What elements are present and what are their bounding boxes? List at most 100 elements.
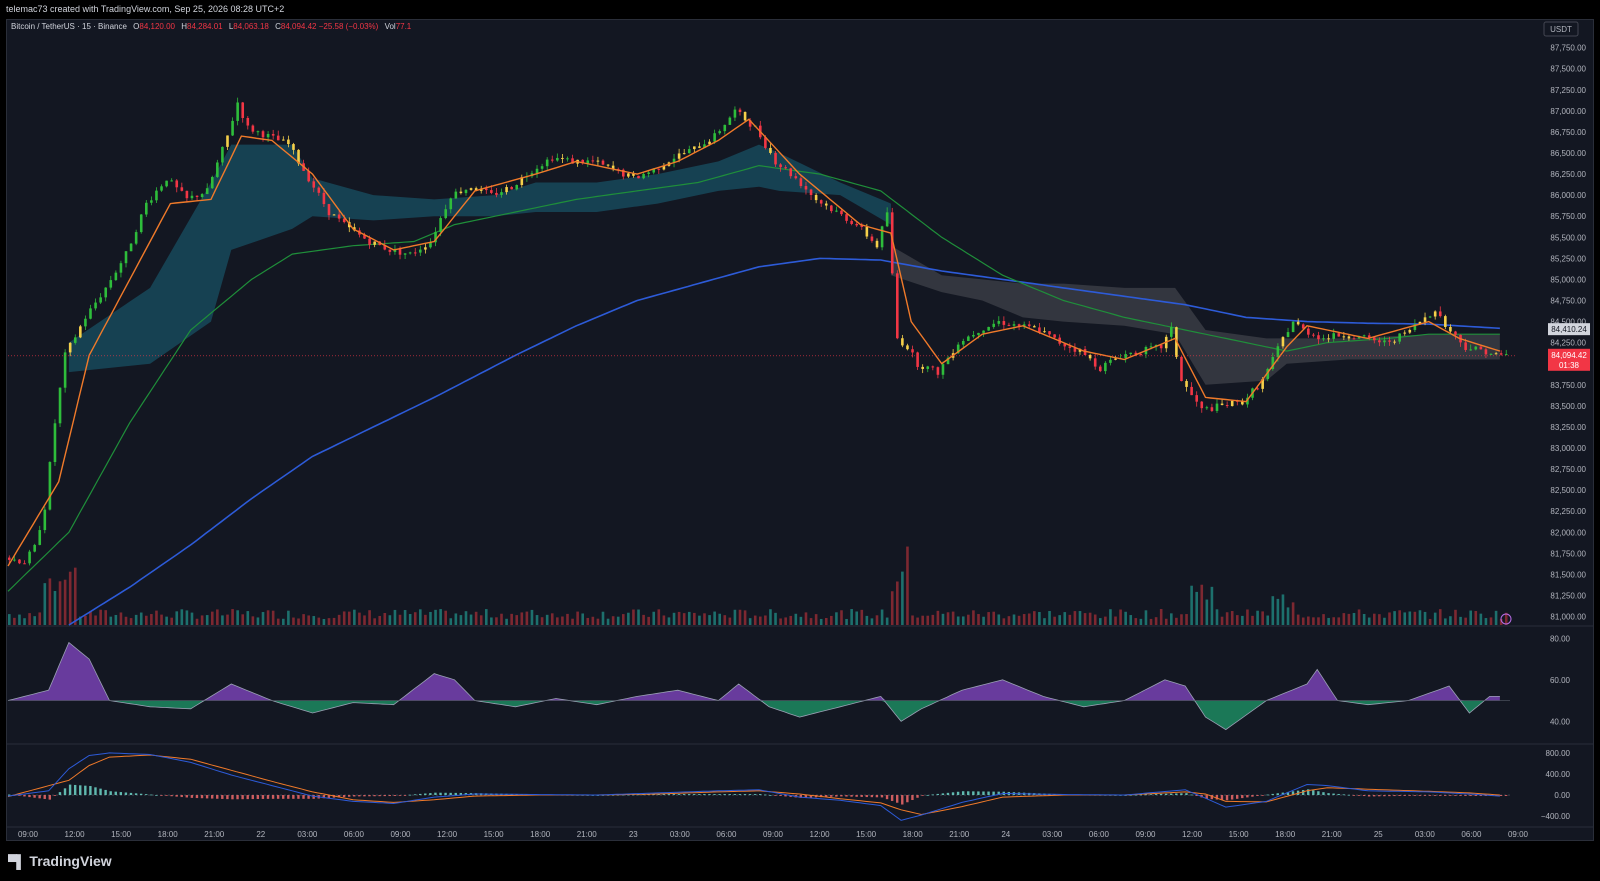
- volume-bar: [921, 615, 924, 625]
- candle-body: [221, 146, 224, 163]
- volume-bar: [627, 612, 630, 625]
- candle-body: [1134, 352, 1138, 355]
- volume-bar: [951, 611, 955, 625]
- open-value: 84,120.00: [139, 22, 175, 31]
- volume-bar: [936, 610, 940, 625]
- candle-body: [703, 144, 706, 148]
- candle-body: [175, 180, 179, 188]
- volume-bar: [48, 578, 52, 625]
- candle-body: [647, 172, 650, 174]
- macd-hist-bar: [292, 795, 295, 799]
- volume-bar: [718, 613, 722, 625]
- candle-body: [1444, 316, 1447, 327]
- candle-body: [1007, 324, 1011, 326]
- volume-bar: [1398, 610, 1401, 625]
- macd-hist-bar: [444, 792, 447, 796]
- volume-bar: [1256, 610, 1259, 625]
- candle-body: [632, 173, 635, 176]
- candle-body: [830, 205, 833, 212]
- candle-body: [474, 188, 478, 191]
- macd-hist-bar: [145, 794, 148, 796]
- macd-hist-bar: [419, 793, 422, 796]
- time-tick-label: 21:00: [204, 830, 225, 839]
- volume-bar: [1403, 612, 1407, 625]
- candle-body: [251, 125, 255, 132]
- currency-button[interactable]: [1543, 21, 1579, 37]
- candle-body: [956, 344, 960, 354]
- candle-body: [657, 168, 661, 170]
- volume-bar: [753, 615, 757, 625]
- macd-hist-bar: [408, 794, 412, 796]
- macd-hist-bar: [1393, 795, 1396, 797]
- macd-hist-bar: [774, 795, 777, 796]
- macd-hist-bar: [637, 794, 640, 796]
- candle-body: [459, 191, 463, 194]
- candle-body: [1078, 349, 1082, 352]
- volume-bar: [1033, 611, 1036, 625]
- volume-bar: [830, 615, 833, 625]
- candle-body: [1322, 338, 1325, 340]
- symbol-legend[interactable]: Bitcoin / TetherUS · 15 · Binance O84,12…: [11, 22, 411, 31]
- macd-hist-bar: [718, 794, 721, 796]
- macd-hist-bar: [403, 795, 407, 796]
- tradingview-brand[interactable]: ▀▌ TradingView: [8, 853, 112, 869]
- candle-body: [1342, 336, 1346, 338]
- candle-body: [1489, 353, 1493, 355]
- macd-hist-bar: [1129, 794, 1132, 796]
- candle-body: [454, 191, 458, 199]
- volume-bar: [33, 616, 36, 625]
- volume-bar: [1195, 591, 1198, 625]
- candle-body: [845, 214, 848, 221]
- brand-text: TradingView: [29, 853, 112, 869]
- volume-bar: [1038, 611, 1041, 625]
- volume-bar: [713, 611, 716, 625]
- volume-bar: [337, 614, 341, 625]
- volume-bar: [540, 617, 544, 625]
- volume-bar: [271, 610, 275, 625]
- macd-tick-label: 0.00: [1554, 791, 1570, 800]
- candle-body: [535, 168, 539, 174]
- macd-hist-bar: [1271, 793, 1274, 796]
- ma-blue-line: [68, 257, 1500, 626]
- volume-bar: [464, 611, 468, 625]
- volume-bar: [1504, 612, 1508, 625]
- macd-hist-bar: [845, 795, 848, 797]
- volume-bar: [165, 616, 168, 625]
- volume-bar: [200, 615, 204, 625]
- price-tick-label: 83,250.00: [1550, 423, 1586, 432]
- volume-bar: [1383, 617, 1386, 625]
- candle-body: [713, 133, 716, 142]
- volume-bar: [139, 612, 143, 625]
- candle-body: [1464, 342, 1467, 350]
- macd-hist-bar: [657, 794, 660, 796]
- macd-hist-bar: [824, 795, 828, 797]
- candle-body: [261, 131, 265, 138]
- macd-hist-bar: [216, 795, 219, 799]
- volume-bar: [972, 610, 975, 625]
- volume-bar: [1352, 612, 1356, 625]
- candle-body: [1185, 381, 1188, 387]
- macd-hist-bar: [804, 795, 808, 798]
- candle-body: [627, 173, 630, 177]
- candle-body: [1484, 349, 1488, 355]
- macd-hist-bar: [165, 795, 168, 796]
- volume-bar: [1459, 616, 1462, 625]
- macd-hist-bar: [1180, 793, 1183, 796]
- macd-hist-bar: [967, 791, 970, 796]
- volume-bar: [799, 616, 803, 625]
- candle-body: [906, 345, 909, 350]
- candle-body: [469, 188, 473, 190]
- candle-body: [819, 200, 823, 204]
- rsi-tick-label: 80.00: [1550, 634, 1571, 643]
- volume-bar: [195, 618, 199, 625]
- candle-body: [1266, 369, 1270, 380]
- candle-body: [1307, 328, 1310, 335]
- candle-body: [1296, 321, 1300, 325]
- macd-hist-bar: [195, 795, 199, 799]
- volume-bar: [1139, 618, 1143, 625]
- symbol-title[interactable]: Bitcoin / TetherUS · 15 · Binance: [11, 22, 127, 31]
- volume-bar: [312, 616, 316, 625]
- volume-bar: [1129, 615, 1133, 625]
- macd-hist-bar: [1170, 793, 1173, 796]
